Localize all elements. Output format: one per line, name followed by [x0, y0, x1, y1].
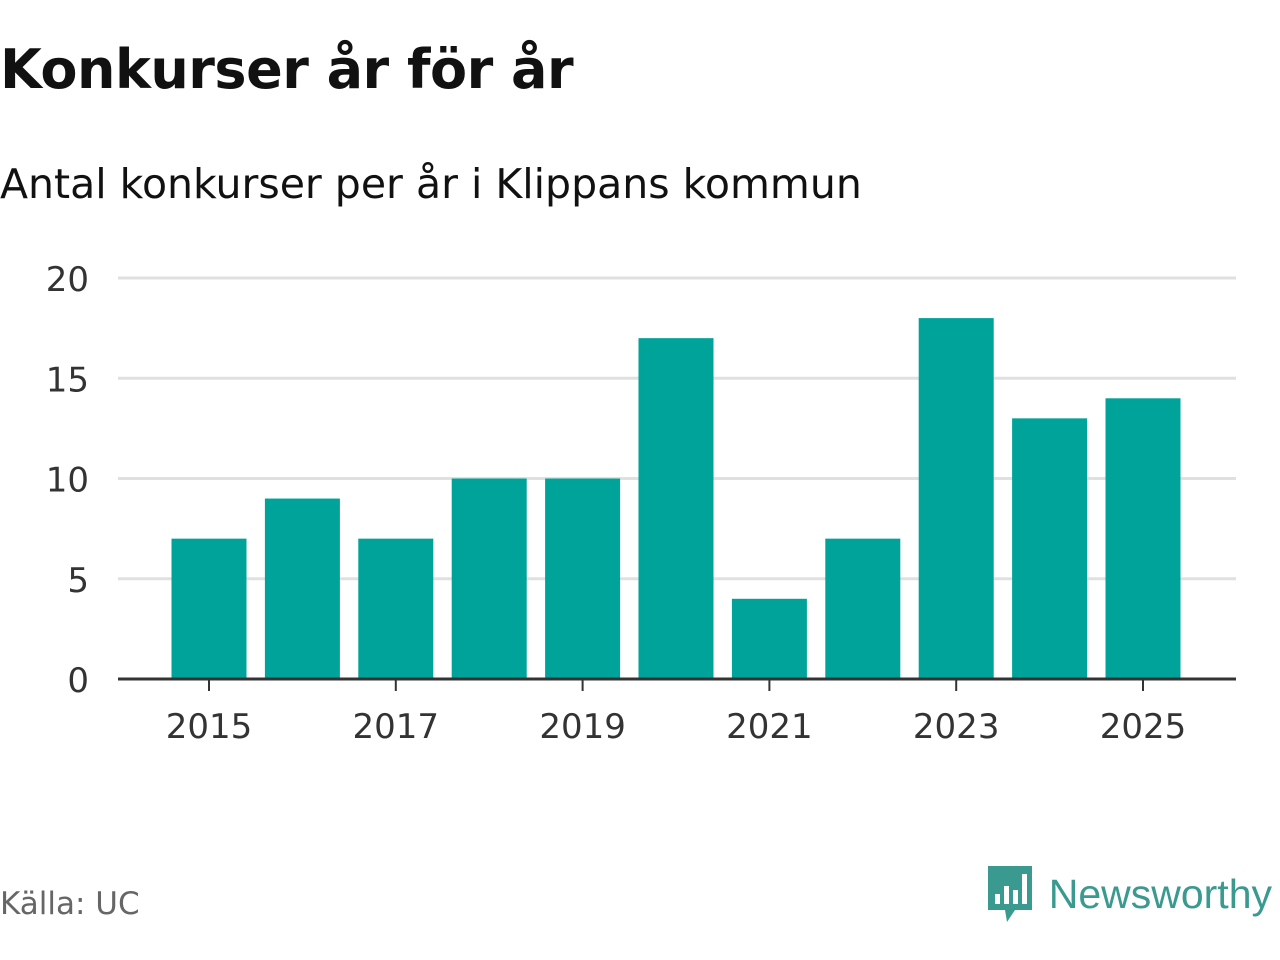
bar-2022: [825, 538, 901, 679]
bar-2025: [1105, 398, 1181, 679]
y-tick-label: 20: [46, 260, 89, 300]
x-tick-label: 2025: [1100, 707, 1187, 747]
x-tick-label: 2019: [539, 707, 626, 747]
bar-2020: [638, 338, 714, 679]
source-note: Källa: UC: [0, 886, 140, 922]
bars: [171, 318, 1181, 679]
y-tick-label: 5: [67, 561, 89, 601]
y-tick-label: 15: [46, 360, 89, 400]
y-tick-label: 0: [67, 661, 89, 701]
newsworthy-logo-icon: [987, 866, 1032, 922]
brand-name: Newsworthy: [1048, 870, 1272, 917]
x-tick-label: 2023: [913, 707, 1000, 747]
axes: 0 5 10 15 20 2015 2017 2019 2021 2023 2025: [46, 260, 1236, 747]
bar-2024: [1012, 418, 1088, 679]
bar-2021: [731, 598, 807, 679]
bar-2017: [358, 538, 434, 679]
x-tick-label: 2015: [166, 707, 253, 747]
x-tick-label: 2021: [726, 707, 813, 747]
bar-2015: [171, 538, 247, 679]
bar-2018: [451, 478, 527, 679]
brand-logo: Newsworthy: [985, 864, 1272, 924]
chart-title: Konkurser år för år: [0, 38, 574, 101]
bar-2023: [918, 318, 994, 679]
x-tick-label: 2017: [353, 707, 440, 747]
bar-2016: [264, 498, 340, 679]
bar-2019: [545, 478, 621, 679]
chart-subtitle: Antal konkurser per år i Klippans kommun: [0, 160, 862, 208]
y-tick-label: 10: [46, 461, 89, 501]
